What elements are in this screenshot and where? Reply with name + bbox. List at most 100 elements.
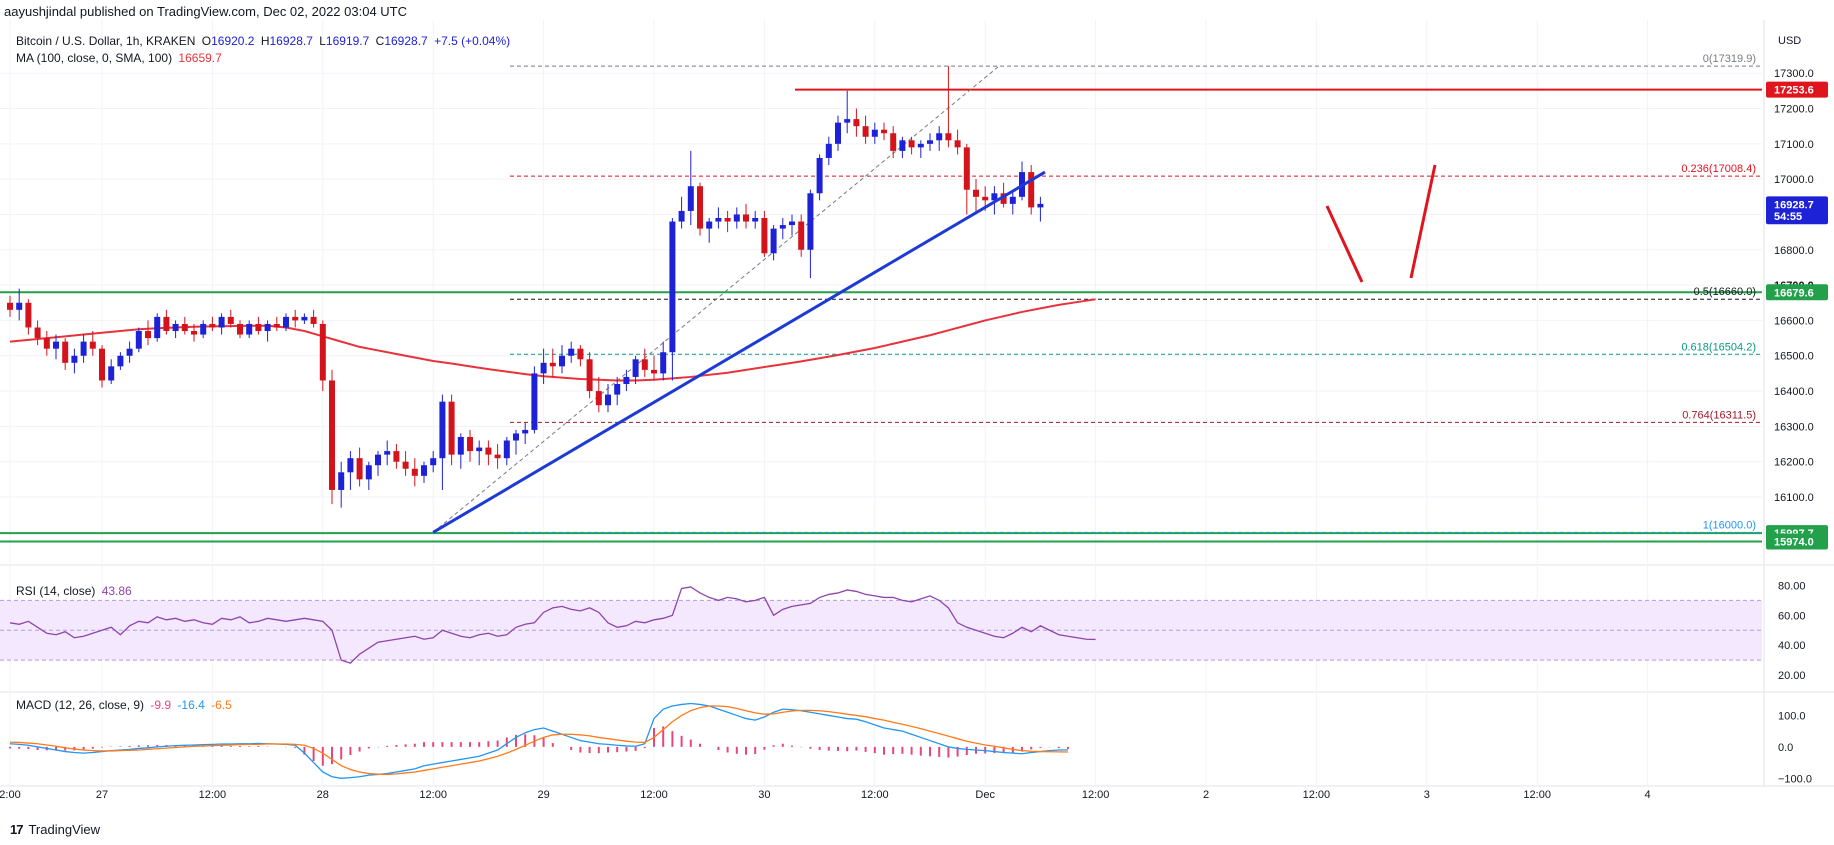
candle-body <box>218 316 225 328</box>
candle-body <box>503 440 510 459</box>
candle-body <box>1037 203 1044 208</box>
candle-body <box>209 323 216 328</box>
price-tag-badge <box>1766 284 1828 301</box>
candle-body <box>25 302 32 328</box>
candle-body <box>384 451 391 455</box>
price-tag-label: 16679.6 <box>1774 287 1814 299</box>
candle-body <box>807 193 814 250</box>
candle-body <box>660 352 667 374</box>
time-tick-label: 12:00 <box>1082 789 1110 801</box>
candle-body <box>411 468 418 476</box>
candle-body <box>623 376 630 384</box>
macd-line-value: -9.9 <box>150 698 172 712</box>
candle-body <box>430 458 437 466</box>
candle-body <box>43 338 50 349</box>
candle-body <box>172 323 179 332</box>
signal-line <box>9 705 1069 776</box>
candle-body <box>255 323 262 332</box>
symbol-legend[interactable]: Bitcoin / U.S. Dollar, 1h, KRAKEN O16920… <box>16 34 510 48</box>
time-tick-label: 2 <box>1203 789 1209 801</box>
candle-body <box>283 316 289 328</box>
macd-line <box>9 702 1069 779</box>
candle-body <box>135 331 142 349</box>
close-value: 16928.7 <box>384 34 428 48</box>
candle-body <box>945 133 952 141</box>
candle-body <box>844 119 851 123</box>
price-tick-label: 16100.0 <box>1774 492 1814 504</box>
candle-body <box>476 447 483 452</box>
change-value: +7.5 (+0.04%) <box>434 34 511 48</box>
candle-body <box>559 355 565 367</box>
candles <box>7 66 1044 508</box>
low-label: L <box>319 34 326 48</box>
time-tick-label: 12:00 <box>1523 789 1551 801</box>
candle-body <box>651 369 657 374</box>
tradingview-footer[interactable]: 17 TradingView <box>10 822 100 837</box>
rsi-tick-label: 60.00 <box>1778 610 1806 622</box>
price-tick-label: 17100.0 <box>1774 139 1814 151</box>
candle-body <box>273 323 280 328</box>
candle-body <box>338 472 345 490</box>
fib-level-label: 0(17319.9) <box>1703 53 1756 65</box>
horizontal-levels <box>0 88 1762 543</box>
candle-body <box>871 129 878 137</box>
candle-body <box>7 302 13 310</box>
trendline <box>432 170 1046 534</box>
projection-arrow-up <box>1409 164 1437 279</box>
candle-body <box>927 140 933 144</box>
candle-body <box>365 465 372 480</box>
candle-body <box>347 458 354 473</box>
price-tag-badge <box>1766 81 1828 98</box>
candle-body <box>687 186 694 211</box>
candle-body <box>779 225 786 229</box>
candle-body <box>549 362 556 367</box>
grid-lines <box>0 20 1834 787</box>
candle-body <box>632 359 639 377</box>
candle-body <box>181 323 188 332</box>
candle-body <box>191 331 197 335</box>
candle-body <box>825 143 832 158</box>
price-tick-label: 17300.0 <box>1774 68 1814 80</box>
time-tick-label: 28 <box>317 789 329 801</box>
time-tick-label: 12:00 <box>1303 789 1331 801</box>
candle-body <box>936 133 943 141</box>
candle-body <box>117 355 124 367</box>
candle-body <box>89 341 96 349</box>
candle-body <box>697 186 703 229</box>
macd-tick-label: 100.0 <box>1778 710 1806 722</box>
candle-body <box>99 348 105 381</box>
low-value: 16919.7 <box>325 34 370 48</box>
candle-body <box>991 193 998 201</box>
candle-body <box>457 436 464 455</box>
candle-body <box>402 461 409 469</box>
symbol-title: Bitcoin / U.S. Dollar, 1h, KRAKEN <box>16 34 196 48</box>
candle-body <box>862 126 869 137</box>
rsi-value: 43.86 <box>101 584 132 598</box>
candle-body <box>798 221 805 250</box>
ma-legend[interactable]: MA (100, close, 0, SMA, 100) 16659.7 <box>16 51 222 65</box>
candle-body <box>319 323 326 381</box>
histogram-value: -6.5 <box>211 698 232 712</box>
candle-body <box>899 140 906 151</box>
candle-body <box>108 366 115 381</box>
candle-body <box>264 323 271 332</box>
candle-body <box>641 359 648 370</box>
macd-legend[interactable]: MACD (12, 26, close, 9) -9.9 -16.4 -6.5 <box>16 698 232 712</box>
candle-body <box>835 122 841 144</box>
price-tick-label: 16800.0 <box>1774 245 1814 257</box>
candle-body <box>237 323 243 335</box>
candle-body <box>329 380 335 490</box>
candle-body <box>531 373 538 430</box>
rsi-legend[interactable]: RSI (14, close) 43.86 <box>16 584 132 598</box>
candle-body <box>71 355 78 363</box>
projection-arrow-down <box>1325 205 1364 283</box>
candle-body <box>53 341 59 349</box>
ma-label: MA (100, close, 0, SMA, 100) <box>16 51 173 65</box>
axes: 17300.017200.017100.017000.016900.016800… <box>0 35 1828 801</box>
candle-body <box>789 221 795 226</box>
time-tick-label: 12:00 <box>419 789 447 801</box>
rsi-line <box>9 586 1096 664</box>
candle-body <box>1028 172 1035 208</box>
candle-body <box>954 140 961 148</box>
